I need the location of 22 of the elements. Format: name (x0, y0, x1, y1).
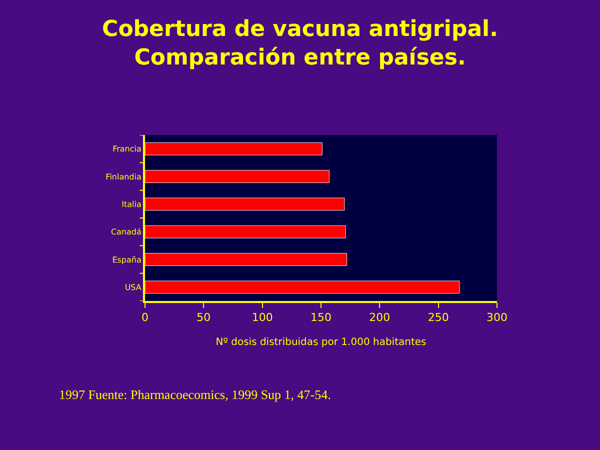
x-tick-label: 200 (369, 311, 390, 324)
bar (145, 198, 345, 211)
text: 1997 Fuente: Pharmacoecomics, 1999 Sup 1, 47-54. (59, 387, 331, 402)
bar (145, 280, 460, 294)
bar (145, 253, 348, 266)
y-tick-label: Italia (122, 200, 142, 209)
x-tick-label: 50 (196, 311, 211, 324)
y-tick-label: Francia (112, 144, 142, 154)
y-tick-label: Finlandia (106, 172, 142, 182)
y-tick-label: España (112, 255, 142, 264)
x-tick-label: 150 (310, 311, 332, 324)
y-tick-label: Canadá (110, 228, 142, 237)
bar (145, 225, 346, 238)
bar (145, 170, 330, 183)
y-tick-label: USA (124, 282, 142, 292)
x-axis-title: Nº dosis distribuidas por 1.000 habitantes (216, 337, 426, 348)
x-tick-label: 0 (142, 311, 148, 324)
x-tick-label: 300 (486, 311, 508, 324)
bar (145, 142, 322, 156)
chart-title: Cobertura de vacuna antigripal. Comparación entre países. (102, 17, 498, 71)
x-tick-label: 250 (428, 311, 449, 324)
x-tick-label: 100 (252, 311, 273, 324)
